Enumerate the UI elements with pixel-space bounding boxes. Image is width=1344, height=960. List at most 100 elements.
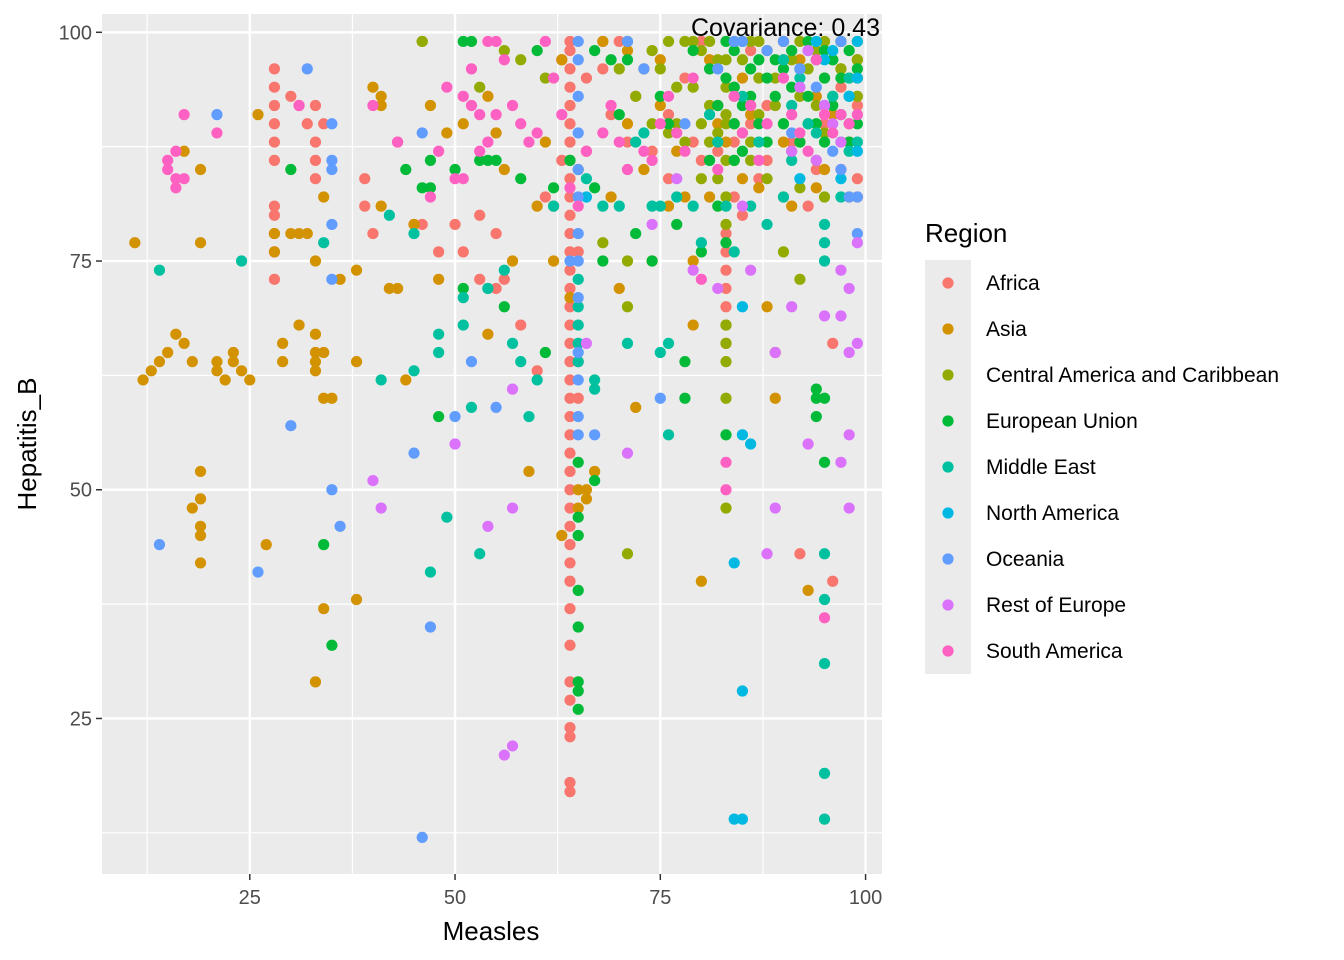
data-point	[457, 35, 469, 48]
data-point	[580, 72, 593, 84]
data-point	[211, 365, 223, 377]
data-point	[777, 63, 790, 75]
data-point	[720, 319, 732, 331]
data-point	[186, 502, 198, 514]
data-point	[818, 612, 831, 624]
data-point	[580, 484, 593, 496]
data-point	[720, 301, 732, 313]
data-point	[309, 676, 322, 688]
data-point	[572, 337, 584, 349]
data-point	[753, 136, 765, 148]
data-point	[671, 118, 683, 130]
data-point	[654, 63, 666, 75]
data-point	[564, 136, 576, 148]
data-point	[498, 44, 510, 57]
data-point	[318, 603, 330, 615]
data-point	[433, 328, 445, 340]
x-axis-ticks: 25 50 75 100	[239, 874, 882, 909]
data-point	[572, 429, 584, 441]
data-point	[129, 237, 141, 249]
data-point	[835, 35, 847, 48]
data-point	[843, 145, 855, 157]
data-point	[687, 264, 699, 276]
data-point	[695, 173, 707, 185]
y-tick-label: 75	[70, 251, 92, 273]
data-point	[720, 392, 732, 404]
data-point	[761, 173, 773, 185]
data-point	[761, 118, 773, 130]
data-point	[851, 72, 863, 84]
data-point	[728, 813, 740, 825]
data-point	[638, 145, 650, 157]
data-point	[810, 90, 822, 102]
data-point	[687, 81, 699, 93]
data-point	[564, 731, 576, 743]
data-point	[506, 383, 519, 395]
data-point	[547, 255, 560, 267]
data-point	[572, 685, 584, 697]
data-point	[474, 109, 486, 121]
data-point	[753, 182, 765, 194]
data-point	[810, 410, 822, 423]
data-point	[851, 35, 863, 48]
data-point	[835, 456, 847, 468]
data-point	[482, 520, 494, 532]
data-point	[572, 584, 584, 596]
data-point	[679, 191, 691, 203]
data-point	[712, 136, 724, 148]
data-point	[506, 337, 519, 349]
data-point	[186, 356, 198, 368]
data-point	[235, 365, 248, 377]
data-point	[211, 356, 223, 368]
data-point	[309, 173, 322, 185]
data-point	[449, 218, 461, 231]
y-tick-label: 50	[70, 480, 92, 502]
data-point	[465, 401, 478, 414]
data-point	[827, 99, 839, 112]
data-point	[564, 44, 576, 57]
data-point	[605, 109, 617, 121]
data-point	[736, 35, 749, 48]
data-point	[818, 99, 831, 112]
data-point	[621, 337, 634, 349]
data-point	[810, 81, 822, 93]
data-point	[564, 539, 576, 551]
data-point	[786, 54, 798, 66]
data-point	[564, 246, 576, 258]
data-point	[835, 310, 847, 322]
data-point	[736, 200, 749, 212]
data-point	[589, 429, 601, 441]
data-point	[818, 163, 831, 176]
data-point	[827, 575, 839, 587]
data-point	[572, 200, 584, 212]
data-point	[564, 255, 576, 267]
data-point	[728, 246, 740, 258]
data-point	[794, 63, 806, 75]
data-point	[630, 227, 642, 240]
data-point	[309, 99, 322, 112]
legend-label: Middle East	[986, 456, 1096, 479]
data-point	[769, 502, 781, 514]
data-point	[597, 237, 609, 249]
data-point	[835, 81, 847, 93]
data-point	[457, 173, 469, 185]
data-point	[818, 72, 831, 84]
legend-key	[942, 369, 954, 381]
data-point	[235, 255, 248, 267]
data-point	[695, 246, 707, 258]
data-point	[416, 127, 428, 139]
data-point	[843, 136, 855, 148]
data-point	[794, 35, 806, 48]
data-point	[424, 182, 437, 194]
data-point	[515, 356, 527, 368]
data-point	[318, 237, 330, 249]
data-point	[818, 548, 831, 560]
data-point	[416, 182, 428, 194]
data-point	[662, 35, 675, 48]
data-point	[433, 346, 445, 359]
data-point	[728, 44, 740, 57]
data-point	[720, 456, 732, 468]
data-point	[646, 255, 658, 267]
data-point	[162, 154, 174, 166]
data-point	[457, 246, 469, 258]
